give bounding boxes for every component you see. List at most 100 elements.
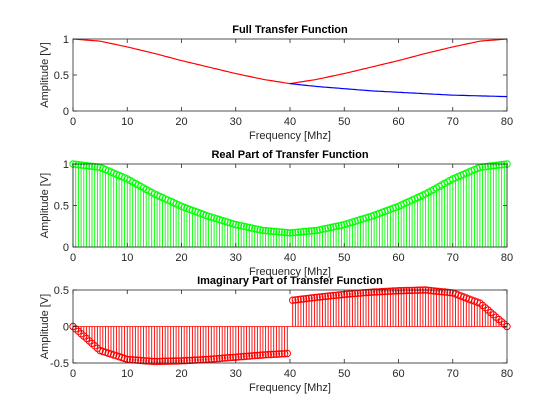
x-tick-label: 70: [447, 368, 459, 380]
stem-marker: [329, 223, 338, 231]
stem-marker: [297, 295, 305, 303]
stem-marker: [332, 291, 340, 299]
stem-marker: [234, 221, 243, 229]
stem-marker: [367, 288, 376, 296]
x-tick-label: 60: [392, 368, 404, 380]
stem-marker: [324, 292, 332, 300]
stem-marker: [221, 354, 229, 362]
stem-marker: [305, 227, 313, 235]
stem-marker: [242, 223, 251, 231]
stem-marker: [232, 220, 240, 229]
stem-marker: [175, 357, 183, 365]
stem-marker: [207, 355, 216, 363]
stem-marker: [245, 352, 254, 360]
stem-marker: [237, 353, 245, 361]
x-tick-label: 30: [230, 368, 242, 380]
stem-marker: [80, 161, 88, 170]
stem-marker: [305, 294, 313, 302]
stem-marker: [359, 289, 367, 297]
stem-marker: [316, 226, 324, 234]
stem-marker: [294, 295, 302, 304]
stem-marker: [362, 288, 370, 297]
y-tick-label: 0: [63, 242, 69, 254]
x-tick-label: 70: [447, 252, 459, 264]
x-tick-label: 70: [447, 116, 459, 128]
stem-marker: [318, 293, 327, 301]
y-tick-label: 1: [63, 34, 69, 46]
stem-marker: [297, 228, 305, 236]
stem-marker: [318, 225, 327, 233]
stem-marker: [313, 226, 321, 235]
stem-marker: [343, 290, 351, 298]
stem-marker: [332, 222, 340, 231]
x-tick-label: 50: [338, 368, 350, 380]
x-axis-label: Frequency [Mhz]: [249, 382, 331, 394]
x-tick-label: 0: [70, 252, 76, 264]
stem-marker: [169, 357, 178, 365]
stem-marker: [226, 353, 235, 362]
y-axis-label: Amplitude [V]: [39, 294, 51, 359]
stem-marker: [443, 288, 451, 296]
stem-marker: [484, 162, 492, 171]
stem-marker: [148, 357, 156, 365]
stem-marker: [378, 287, 386, 296]
stem-marker: [248, 224, 256, 232]
stem-marker: [139, 357, 148, 365]
stem-marker: [253, 225, 262, 233]
y-axis-label: Amplitude [V]: [39, 173, 51, 238]
stem-marker: [267, 350, 275, 359]
x-tick-label: 10: [121, 368, 133, 380]
x-axis-label: Frequency [Mhz]: [249, 130, 331, 142]
x-tick-label: 40: [284, 368, 296, 380]
x-tick-label: 80: [501, 252, 513, 264]
series-line-2: [289, 83, 508, 98]
stem-marker: [497, 161, 506, 169]
x-tick-label: 20: [175, 252, 187, 264]
stem-marker: [327, 292, 335, 300]
stem-marker: [161, 357, 169, 365]
stem-marker: [481, 163, 489, 171]
stem-marker: [286, 229, 294, 237]
stem-marker: [167, 357, 175, 365]
stem-marker: [280, 350, 289, 358]
stem-marker: [145, 357, 153, 365]
stem-marker: [375, 288, 384, 296]
x-tick-label: 30: [230, 116, 242, 128]
stem-marker: [370, 288, 378, 296]
x-tick-label: 40: [284, 116, 296, 128]
stem-markers: [69, 160, 511, 237]
stem-marker: [492, 161, 500, 170]
stem-marker: [335, 222, 343, 230]
stem-marker: [261, 351, 270, 359]
stem-marker: [234, 353, 243, 361]
y-tick-label: 1: [63, 159, 69, 171]
stem-marker: [427, 286, 435, 295]
stem-marker: [218, 354, 226, 362]
stem-marker: [308, 294, 316, 302]
stem-marker: [329, 291, 338, 300]
stem-marker: [308, 227, 316, 235]
y-tick-label: 0.5: [54, 285, 69, 297]
stem-marker: [383, 287, 392, 295]
stem-marker: [337, 291, 346, 299]
y-tick-label: 0.5: [54, 201, 69, 213]
y-tick-label: 0.5: [54, 70, 69, 82]
stem-marker: [237, 222, 245, 230]
x-axis-label: Frequency [Mhz]: [249, 266, 331, 278]
subplot-1: 0 10 20 30 40 50 60 70 80 0 0.5 1 Full Transfer Func…: [39, 24, 513, 142]
stem-marker: [489, 162, 498, 170]
stem-marker: [386, 287, 395, 295]
x-tick-label: 20: [175, 116, 187, 128]
stem-marker: [256, 351, 264, 359]
stem-marker: [88, 162, 96, 171]
stem-marker: [82, 162, 91, 170]
x-tick-label: 60: [392, 116, 404, 128]
stem-marker: [348, 290, 357, 298]
stem-marker: [381, 287, 389, 296]
stem-marker: [278, 228, 286, 236]
x-tick-label: 0: [70, 368, 76, 380]
stem-marker: [270, 227, 278, 236]
stem-marker: [435, 287, 443, 296]
stem-marker: [240, 352, 248, 361]
